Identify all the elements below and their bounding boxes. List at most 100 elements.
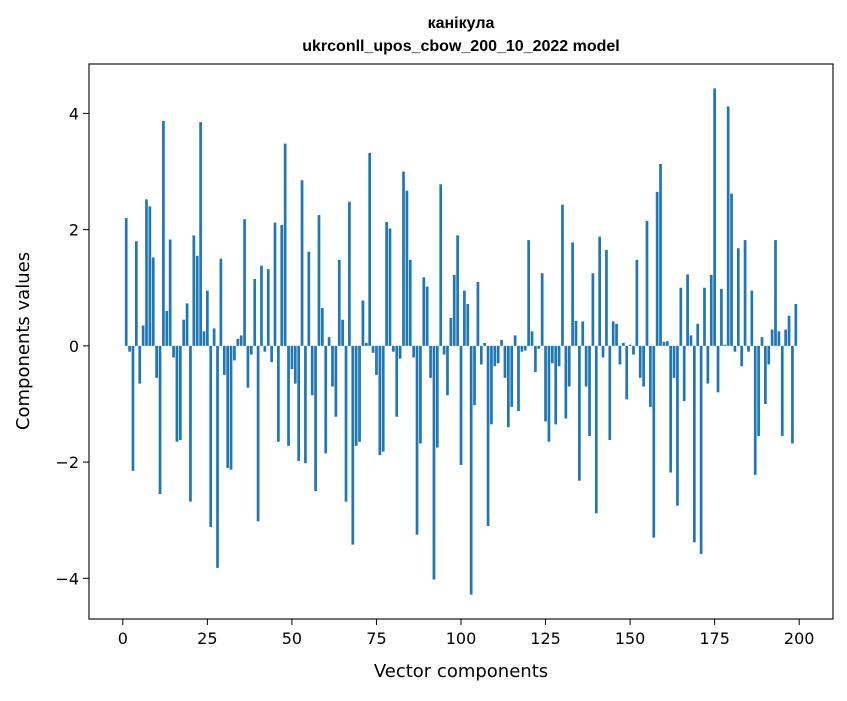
bar-component-103: [469, 345, 473, 595]
bar-component-152: [635, 259, 639, 346]
bar-component-117: [517, 345, 520, 411]
bar-component-134: [574, 320, 578, 346]
bar-component-170: [696, 323, 700, 346]
bar-component-76: [378, 345, 382, 456]
bar-component-144: [608, 345, 612, 441]
chart-title-line1: канікула: [428, 15, 495, 32]
bar-component-49: [287, 345, 290, 446]
bar-component-130: [561, 204, 564, 346]
bar-component-195: [780, 345, 784, 436]
bar-component-83: [402, 171, 405, 346]
bar-component-73: [368, 152, 372, 346]
bar-component-62: [331, 345, 334, 387]
bar-component-104: [473, 345, 476, 406]
bar-component-95: [442, 345, 446, 355]
bar-component-6: [141, 325, 145, 346]
bar-component-67: [348, 201, 351, 346]
bar-component-92: [432, 345, 436, 580]
bar-component-60: [324, 345, 328, 454]
bar-component-157: [652, 345, 656, 538]
bar-component-57: [314, 345, 317, 492]
bar-component-114: [506, 345, 510, 428]
y-axis-ticks: −4 −2 0 2 4: [55, 104, 89, 588]
bar-component-111: [496, 345, 500, 364]
bar-component-84: [405, 190, 409, 346]
bar-component-142: [601, 345, 605, 358]
bar-component-102: [466, 304, 470, 346]
y-tick-label: 0: [69, 337, 79, 356]
bar-component-179: [726, 106, 730, 346]
bar-component-38: [249, 345, 253, 355]
bar-component-91: [429, 345, 432, 378]
bar-component-25: [206, 290, 209, 346]
bar-component-35: [239, 335, 243, 346]
bar-component-16: [175, 345, 179, 442]
bar-component-160: [662, 341, 666, 346]
bar-component-89: [422, 277, 426, 346]
bar-component-54: [304, 345, 307, 464]
x-tick-label: 50: [282, 629, 302, 648]
bar-component-141: [598, 236, 602, 346]
bar-component-124: [540, 273, 544, 346]
bar-component-118: [520, 345, 524, 352]
bar-component-47: [280, 224, 284, 346]
bar-component-21: [192, 235, 196, 346]
bar-component-125: [544, 345, 547, 422]
bar-component-177: [720, 288, 723, 346]
bar-component-64: [337, 259, 341, 346]
bar-component-20: [189, 345, 192, 502]
x-axis-ticks: 0 25 50 75 100 125 150 175 200: [118, 619, 814, 648]
bar-component-154: [642, 345, 645, 387]
bar-component-186: [750, 290, 754, 346]
bar-component-88: [419, 345, 422, 444]
bar-component-136: [581, 321, 585, 346]
plot-area-frame: [88, 63, 834, 620]
bar-component-188: [757, 345, 760, 436]
bar-component-61: [327, 337, 331, 346]
bar-component-113: [503, 345, 507, 378]
bar-component-98: [452, 274, 456, 346]
bar-component-107: [483, 342, 487, 346]
bar-component-151: [632, 345, 635, 355]
bar-component-2: [128, 345, 131, 352]
bar-component-93: [435, 345, 439, 448]
bar-component-198: [791, 345, 794, 444]
bar-component-105: [476, 281, 480, 346]
bar-component-9: [151, 257, 155, 346]
bar-component-123: [537, 345, 541, 349]
bar-component-163: [672, 345, 676, 378]
bar-component-78: [385, 222, 388, 346]
bar-component-131: [564, 345, 568, 419]
bar-component-41: [260, 265, 263, 346]
bar-component-87: [415, 345, 419, 535]
bar-component-81: [395, 345, 399, 417]
x-tick-label: 175: [699, 629, 730, 648]
bar-component-165: [679, 287, 683, 346]
chart-title-line2: ukrconll_upos_cbow_200_10_2022 model: [302, 38, 619, 55]
bar-component-28: [216, 345, 219, 568]
y-axis-label: Components values: [13, 252, 34, 430]
bar-component-146: [615, 323, 618, 346]
bar-component-106: [479, 345, 483, 365]
bar-component-110: [493, 345, 497, 367]
bar-component-121: [530, 331, 534, 346]
x-tick-label: 25: [197, 629, 217, 648]
bar-component-5: [138, 345, 142, 384]
bar-component-172: [703, 287, 706, 346]
bar-component-189: [760, 337, 764, 346]
bar-component-138: [588, 345, 591, 436]
bar-component-174: [709, 274, 713, 346]
bar-component-10: [155, 345, 158, 378]
bar-component-58: [317, 215, 321, 346]
bar-component-187: [753, 345, 757, 475]
bar-component-66: [344, 345, 348, 502]
bar-component-164: [676, 345, 679, 506]
bar-component-180: [730, 193, 733, 346]
bar-component-45: [273, 222, 277, 346]
bar-component-69: [354, 345, 358, 446]
bar-component-192: [770, 329, 774, 346]
bar-component-90: [425, 286, 429, 346]
bar-component-191: [767, 345, 771, 365]
bar-component-190: [764, 345, 767, 404]
